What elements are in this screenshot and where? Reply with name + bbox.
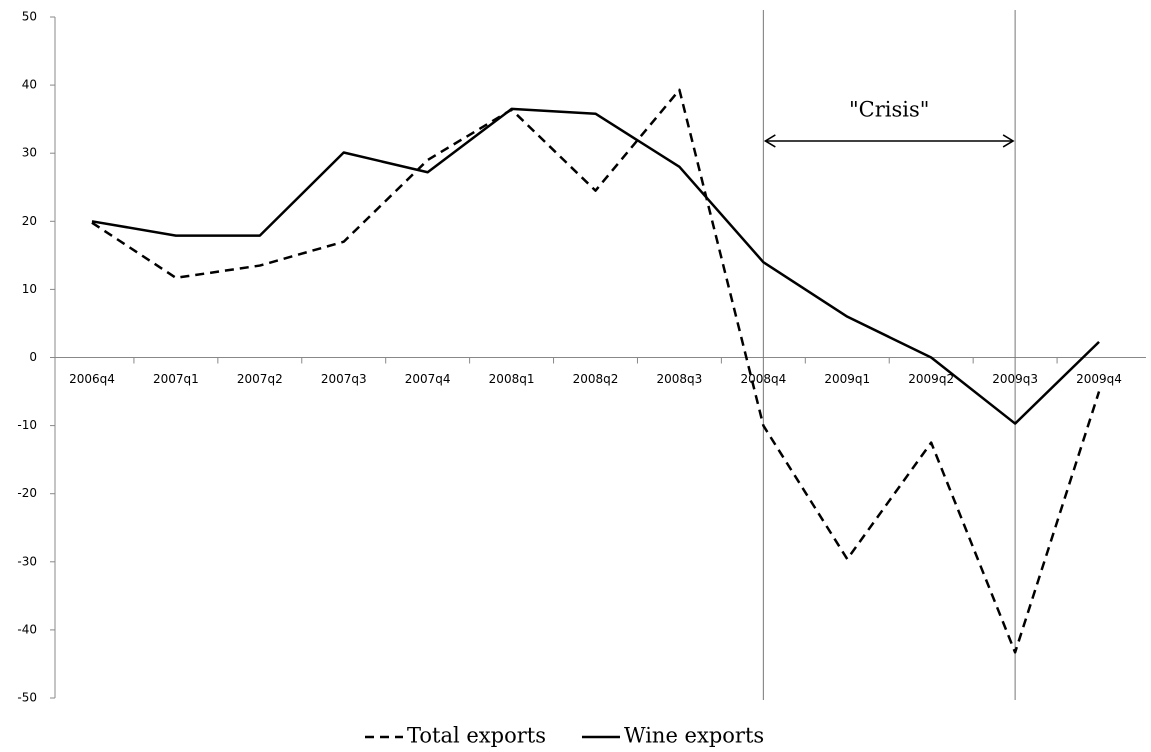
x-tick-label: 2008q1 <box>489 372 535 386</box>
x-tick-label: 2009q4 <box>1076 372 1122 386</box>
x-tick-label: 2007q3 <box>321 372 367 386</box>
x-tick-label: 2006q4 <box>69 372 115 386</box>
y-tick-label: -30 <box>17 554 37 568</box>
legend-label: Wine exports <box>624 724 764 748</box>
y-tick-label: -20 <box>17 486 37 500</box>
y-tick-label: -10 <box>17 418 37 432</box>
x-tick-label: 2007q4 <box>405 372 451 386</box>
y-tick-label: 50 <box>22 10 37 24</box>
x-tick-label: 2008q2 <box>573 372 619 386</box>
legend-label: Total exports <box>407 724 546 748</box>
y-tick-label: -40 <box>17 622 37 636</box>
y-tick-label: 40 <box>22 78 37 92</box>
x-tick-label: 2008q3 <box>657 372 703 386</box>
y-tick-label: 30 <box>22 146 37 160</box>
x-tick-label: 2007q2 <box>237 372 283 386</box>
series-line <box>91 107 1100 425</box>
y-tick-label: 20 <box>22 214 37 228</box>
x-tick-label: 2009q2 <box>908 372 954 386</box>
y-tick-label: -50 <box>17 691 37 705</box>
y-tick-label: 0 <box>29 350 37 364</box>
x-tick-label: 2009q1 <box>824 372 870 386</box>
series-line <box>91 88 1101 654</box>
arrow-head <box>1002 134 1015 148</box>
annotation: "Crisis" <box>849 97 929 121</box>
x-tick-label: 2007q1 <box>153 372 199 386</box>
arrow-head <box>763 134 776 148</box>
y-tick-label: 10 <box>22 282 37 296</box>
